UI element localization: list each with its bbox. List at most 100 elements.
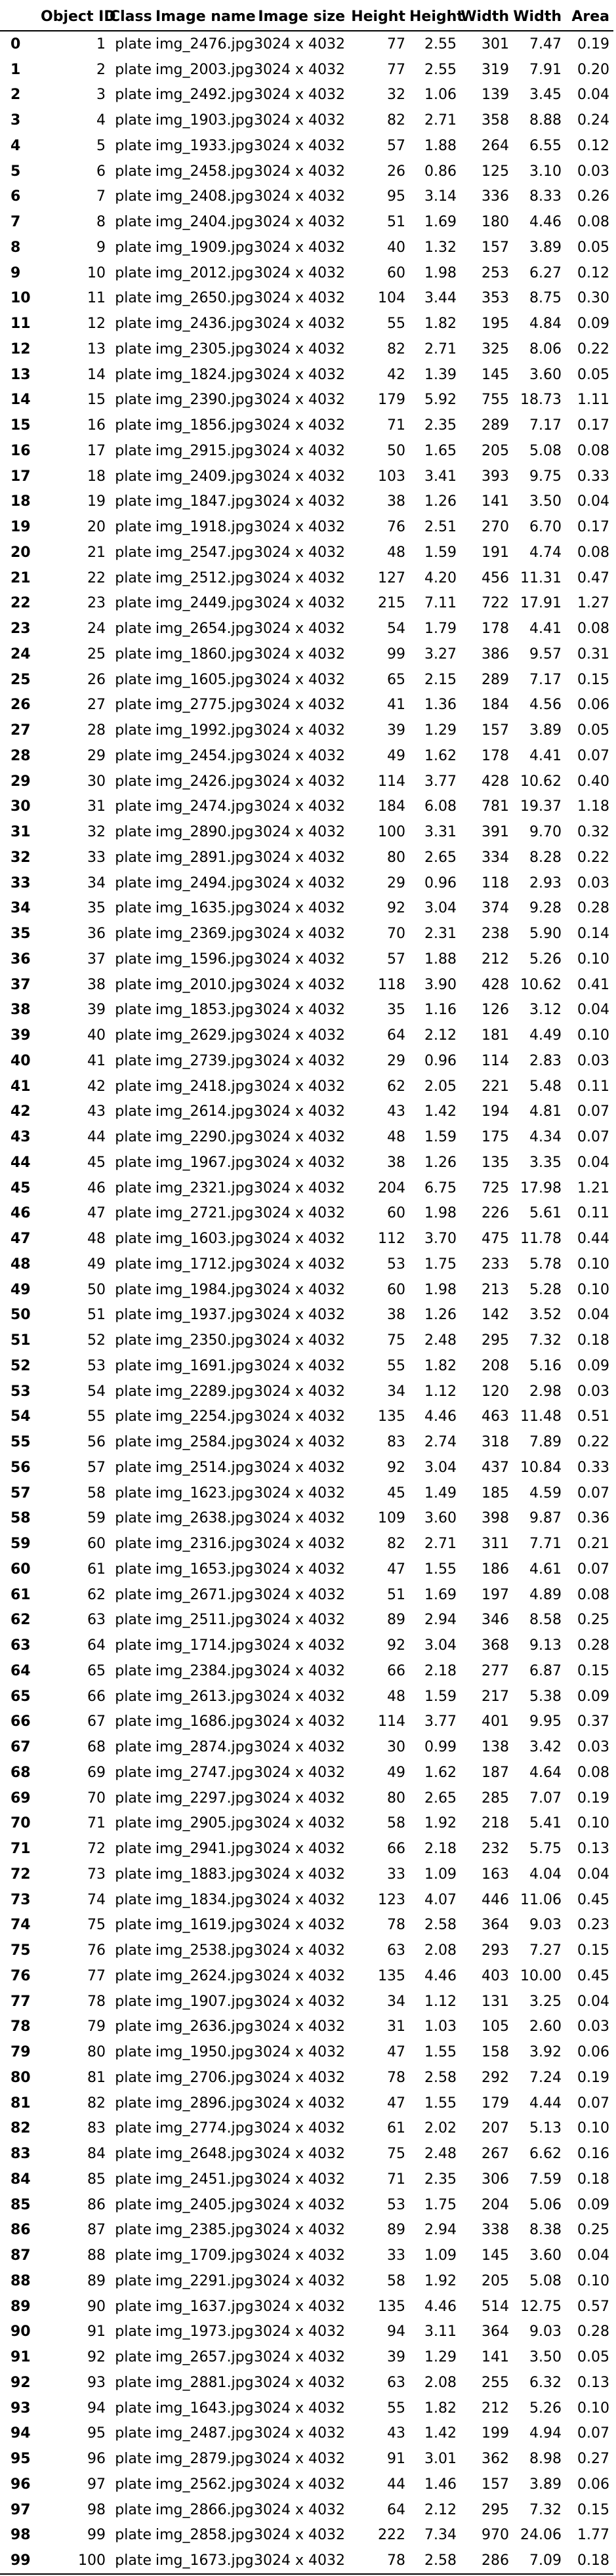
table-cell: plate <box>115 264 152 281</box>
table-cell: 2.71 <box>424 1536 457 1553</box>
table-cell: 181 <box>482 1027 509 1044</box>
table-cell: plate <box>115 239 152 256</box>
table-cell: plate <box>115 2018 152 2035</box>
table-cell: 1.62 <box>424 1764 457 1781</box>
table-cell: plate <box>115 1154 152 1171</box>
table-cell: plate <box>115 1510 152 1527</box>
table-cell: 114 <box>378 1713 405 1730</box>
table-cell: 3024 x 4032 <box>254 137 345 154</box>
table-cell: 33 <box>87 849 106 866</box>
table-cell: 1.98 <box>424 1281 457 1298</box>
column-header: Class <box>110 3 155 31</box>
table-cell: 289 <box>482 671 509 688</box>
table-cell: 0.09 <box>577 1357 609 1374</box>
table-cell: 364 <box>482 1917 509 1934</box>
table-cell: img_1834.jpg <box>155 1891 254 1908</box>
table-cell: plate <box>115 621 152 638</box>
table-cell: plate <box>115 722 152 739</box>
table-row: 69 70 plate img_2297.jpg 3024 x 4032 80 2.65 28… <box>0 1786 613 1811</box>
table-cell: 11.48 <box>520 1408 562 1425</box>
table-cell: plate <box>115 1815 152 1832</box>
table-cell: img_2404.jpg <box>155 214 254 231</box>
table-cell: 514 <box>482 2298 509 2315</box>
table-cell: 62 <box>387 1078 405 1095</box>
table-cell: 1.65 <box>424 442 457 459</box>
table-cell: img_2474.jpg <box>155 798 254 815</box>
table-cell: img_1691.jpg <box>155 1357 254 1374</box>
table-cell: plate <box>115 442 152 459</box>
table-cell: 3024 x 4032 <box>254 1713 345 1730</box>
row-index: 90 <box>10 2323 31 2341</box>
table-cell: plate <box>115 951 152 968</box>
row-index: 96 <box>10 2476 31 2493</box>
table-cell: plate <box>115 2323 152 2341</box>
table-cell: 35 <box>87 900 106 917</box>
table-cell: 57 <box>87 1459 106 1476</box>
table-cell: plate <box>115 1205 152 1222</box>
table-cell: 105 <box>482 2018 509 2035</box>
table-cell: 157 <box>482 239 509 256</box>
table-cell: 54 <box>87 1383 106 1400</box>
table-row: 45 46 plate img_2321.jpg 3024 x 4032 204 6.75 7… <box>0 1176 613 1201</box>
table-row: 16 17 plate img_2915.jpg 3024 x 4032 50 1.65 20… <box>0 438 613 464</box>
table-cell: img_2390.jpg <box>155 392 254 409</box>
table-cell: 2.58 <box>424 1917 457 1934</box>
table-cell: plate <box>110 2548 155 2575</box>
row-index: 54 <box>10 1408 31 1425</box>
table-cell: 0.04 <box>577 1002 609 1019</box>
table-cell: 92 <box>387 1637 405 1654</box>
table-cell: img_2010.jpg <box>155 976 254 993</box>
table-cell: 3024 x 4032 <box>254 1103 345 1120</box>
row-index: 50 <box>10 1307 31 1324</box>
table-cell: 286 <box>461 2548 513 2575</box>
table-cell: 163 <box>482 1866 509 1883</box>
table-cell: 180 <box>482 214 509 231</box>
table-cell: 62 <box>87 1586 106 1603</box>
table-row: 71 72 plate img_2941.jpg 3024 x 4032 66 2.18 23… <box>0 1836 613 1862</box>
table-cell: img_1903.jpg <box>155 112 254 129</box>
row-index: 0 <box>10 35 21 52</box>
row-index: 23 <box>10 621 31 638</box>
table-cell: 6.62 <box>529 2146 562 2163</box>
row-index: 40 <box>10 1052 31 1069</box>
table-row: 48 49 plate img_1712.jpg 3024 x 4032 53 1.75 23… <box>0 1252 613 1277</box>
table-cell: 1.77 <box>577 2527 609 2544</box>
table-cell: img_2896.jpg <box>155 2095 254 2112</box>
table-cell: 3.01 <box>424 2451 457 2468</box>
table-cell: img_2012.jpg <box>155 264 254 281</box>
table-cell: 3024 x 4032 <box>254 645 345 663</box>
table-cell: 38 <box>387 1307 405 1324</box>
table-cell: 1.21 <box>577 1179 609 1196</box>
table-cell: 1.55 <box>424 2095 457 2112</box>
table-cell: 346 <box>482 1612 509 1629</box>
table-cell: 0.47 <box>577 569 609 586</box>
table-cell: img_2613.jpg <box>155 1688 254 1705</box>
table-cell: 3.41 <box>424 468 457 485</box>
table-cell: 3024 x 4032 <box>254 1891 345 1908</box>
table-cell: 80 <box>387 849 405 866</box>
row-index: 62 <box>10 1612 31 1629</box>
table-cell: 722 <box>482 595 509 612</box>
table-cell: 4.46 <box>424 1967 457 1984</box>
row-index: 15 <box>10 417 31 434</box>
table-cell: img_2290.jpg <box>155 1129 254 1146</box>
table-cell: 2.31 <box>424 926 457 943</box>
table-cell: plate <box>115 976 152 993</box>
table-cell: 40 <box>87 1027 106 1044</box>
table-row: 19 20 plate img_1918.jpg 3024 x 4032 76 2.51 27… <box>0 514 613 540</box>
table-cell: 8.28 <box>529 849 562 866</box>
table-cell: 2.65 <box>424 849 457 866</box>
table-cell: 1.42 <box>424 2425 457 2442</box>
row-index: 51 <box>10 1332 31 1349</box>
table-cell: 5.90 <box>529 926 562 943</box>
table-cell: 3024 x 4032 <box>254 621 345 638</box>
table-row: 46 47 plate img_2721.jpg 3024 x 4032 60 1.98 22… <box>0 1201 613 1227</box>
table-cell: 311 <box>482 1536 509 1553</box>
table-cell: 295 <box>482 1332 509 1349</box>
row-index: 70 <box>10 1815 31 1832</box>
table-cell: 84 <box>87 2146 106 2163</box>
row-index: 10 <box>10 290 31 307</box>
table-cell: 319 <box>482 61 509 78</box>
table-cell: img_2747.jpg <box>155 1764 254 1781</box>
table-cell: 99 <box>387 645 405 663</box>
